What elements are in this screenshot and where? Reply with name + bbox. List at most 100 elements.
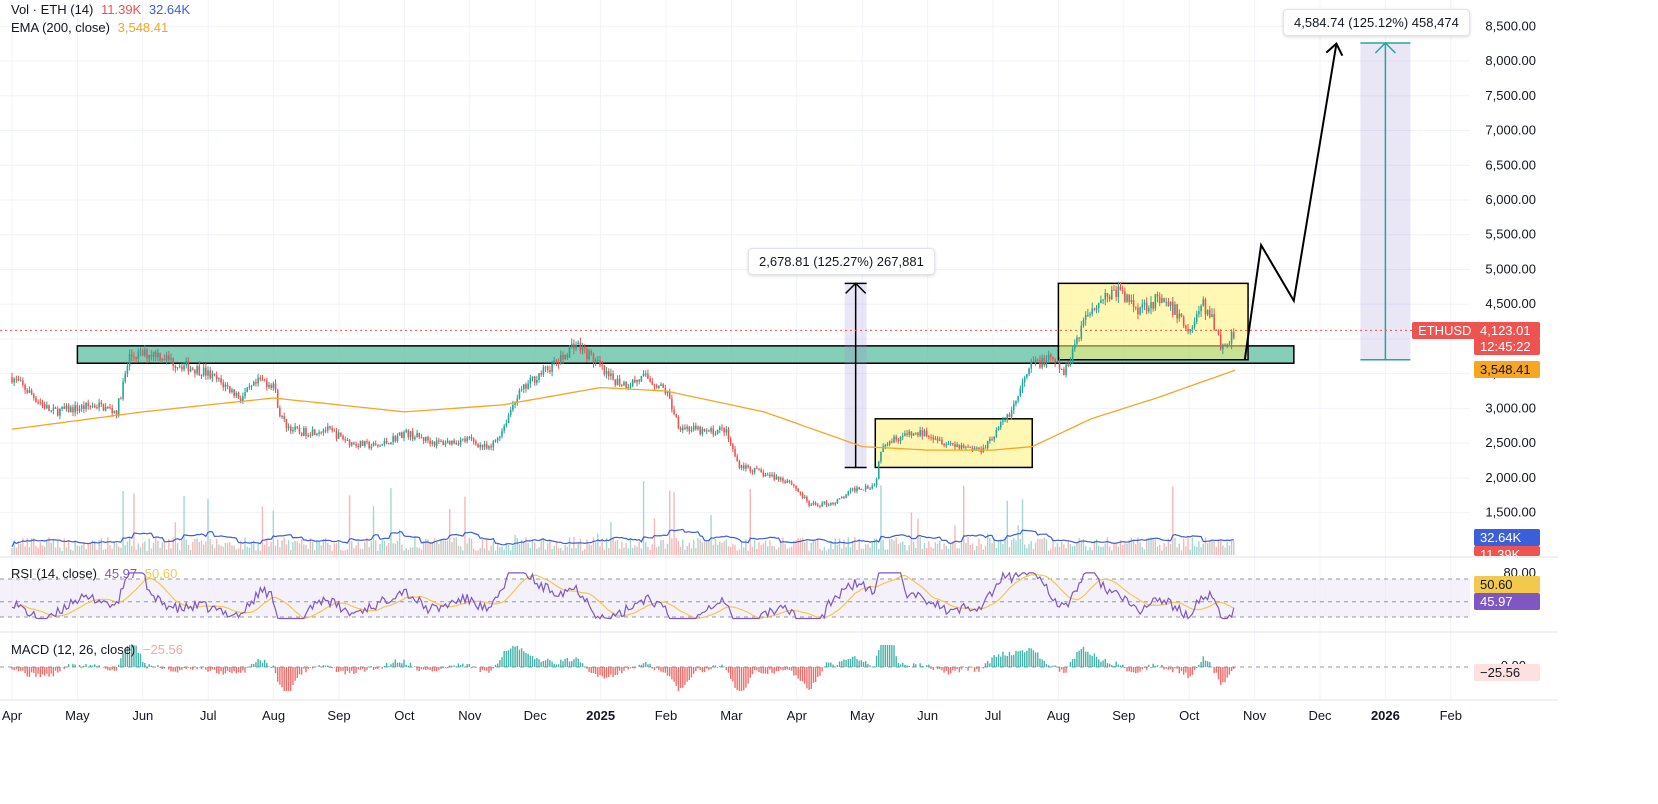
volume-bar [562, 550, 564, 555]
candle-body [100, 402, 103, 404]
time-tick-label: Jul [985, 708, 1002, 723]
volume-bar [1028, 544, 1030, 555]
volume-bar [1185, 546, 1187, 555]
drawings[interactable] [0, 41, 1470, 469]
candle-body [505, 423, 508, 427]
candle-body [995, 429, 998, 437]
macd-bar [1200, 661, 1202, 667]
volume-bar [982, 549, 985, 555]
candle-body [379, 445, 381, 447]
macd-bar [1219, 667, 1222, 685]
volume-bar [270, 542, 272, 555]
macd-bar [586, 667, 588, 669]
candle-body [875, 479, 878, 486]
candle-body [1087, 314, 1089, 316]
volume-bar [991, 543, 993, 555]
candle-body [751, 471, 754, 473]
price-tick-label: 3,000.00 [1485, 400, 1536, 415]
macd-bar [503, 650, 505, 667]
candle-body [370, 446, 373, 449]
volume-bar [939, 540, 941, 555]
volume-bar [268, 546, 270, 555]
volume-bar [612, 537, 614, 555]
macd-bar [1037, 652, 1039, 667]
macd-bar [1145, 667, 1148, 670]
volume-ma-line [11, 528, 1234, 547]
time-axis[interactable]: Apr May Jun Jul Aug Sep Oct Nov Dec 2025 Feb Mar Apr… [2, 708, 1462, 723]
candle-body [629, 386, 632, 388]
candle-body [603, 365, 606, 375]
macd-bar [756, 667, 758, 671]
macd-bar [396, 662, 399, 667]
macd-bar [274, 667, 277, 674]
macd-bar [1045, 664, 1048, 667]
candle-body [1063, 369, 1065, 375]
macd-bar [39, 667, 42, 678]
macd-bar [172, 667, 174, 672]
volume-bar [261, 506, 264, 555]
volume-bar [710, 514, 712, 555]
volume-bar [1169, 543, 1172, 555]
macd-bar [1076, 652, 1078, 667]
volume-bar [57, 540, 59, 555]
macd-bar [407, 665, 410, 667]
volume-bar [751, 546, 754, 555]
macd-bar [390, 664, 392, 667]
macd-bar [542, 660, 545, 667]
macd-bar [1004, 655, 1006, 667]
volume-bar [170, 548, 172, 555]
candle-body [1113, 289, 1115, 291]
candle-body [673, 409, 675, 415]
volume-bar [11, 548, 13, 555]
macd-bar [642, 663, 645, 667]
macd-bar [1222, 667, 1224, 683]
candle-body [359, 440, 362, 448]
macd-bar [340, 667, 342, 671]
candle-body [684, 427, 686, 429]
macd-bar [355, 667, 357, 674]
candle-body [194, 369, 196, 374]
volume-bar [555, 542, 558, 555]
candle-body [1204, 299, 1207, 315]
volume-bar [220, 545, 222, 555]
volume-bar [952, 541, 954, 555]
macd-bar [501, 657, 503, 667]
candle-body [1073, 344, 1076, 350]
volume-bar [775, 549, 778, 555]
candle-body [538, 373, 540, 380]
macd-bar [536, 658, 538, 667]
volume-bar [1226, 541, 1228, 555]
volume-bar [239, 540, 242, 555]
volume-bar [28, 547, 31, 555]
macd-bar [836, 664, 839, 667]
macd-bar [660, 667, 662, 672]
volume-bar [738, 549, 741, 555]
candle-body [374, 443, 377, 445]
volume-bar [856, 549, 858, 555]
volume-bar [725, 539, 728, 555]
macd-bar [827, 662, 830, 667]
volume-bar [971, 543, 974, 555]
candle-body [1163, 298, 1165, 303]
macd-bar [1002, 651, 1004, 667]
volume-bar [1187, 537, 1189, 555]
projection[interactable] [1243, 42, 1344, 360]
candle-body [697, 426, 699, 430]
macd-bar [592, 667, 595, 674]
volume-bar [786, 548, 789, 555]
candle-body [1193, 321, 1196, 328]
candle-body [542, 367, 545, 375]
macd-bar [1165, 667, 1167, 669]
macd-bar [309, 667, 312, 668]
macd-bar [1126, 667, 1128, 672]
macd-bar [520, 648, 523, 667]
macd-bar [1224, 667, 1226, 683]
volume-bar [533, 542, 536, 555]
volume-bar [531, 539, 534, 555]
volume-bar [895, 537, 897, 555]
volume-bar [48, 537, 50, 555]
macd-bar [24, 667, 26, 674]
rsi-band [0, 579, 1470, 617]
candle-body [398, 432, 401, 436]
